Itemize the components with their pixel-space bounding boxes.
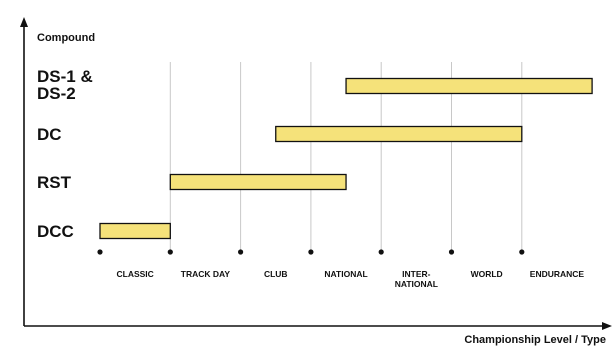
category-label: CLASSIC — [116, 269, 153, 279]
category-dot — [238, 249, 244, 255]
category-dot — [378, 249, 384, 255]
category-dot — [448, 249, 455, 255]
compound-bar — [99, 222, 171, 240]
category-label: CLUB — [264, 269, 288, 279]
compound-label: DS-1 & DS-2 — [37, 67, 93, 103]
category-label: INTER-NATIONAL — [395, 269, 438, 289]
category-dot — [519, 249, 525, 255]
compound-label: RST — [37, 173, 72, 192]
x-axis-arrow-icon — [602, 322, 612, 330]
compound-label: DCC — [37, 222, 74, 241]
compound-bar — [275, 125, 523, 143]
category-dot — [97, 249, 103, 255]
category-dot — [308, 249, 314, 255]
category-label: WORLD — [471, 269, 503, 279]
y-axis-title: Compound — [37, 32, 95, 44]
compound-label: DC — [37, 125, 62, 144]
category-markers — [97, 249, 525, 255]
category-dot — [167, 249, 173, 255]
axes: Compound Championship Level / Type — [20, 17, 612, 346]
compound-bar — [345, 77, 593, 95]
y-axis-arrow-icon — [20, 17, 28, 27]
compound-bar — [169, 173, 347, 191]
category-label: ENDURANCE — [530, 269, 585, 279]
category-label: TRACK DAY — [181, 269, 231, 279]
compound-labels: DS-1 & DS-2 DC RST DCC — [37, 67, 93, 241]
category-labels: CLASSIC TRACK DAY CLUB NATIONAL INTER-NATION… — [116, 269, 584, 289]
x-axis-title: Championship Level / Type — [464, 334, 606, 346]
compound-bars — [99, 77, 593, 240]
category-label: NATIONAL — [324, 269, 367, 279]
